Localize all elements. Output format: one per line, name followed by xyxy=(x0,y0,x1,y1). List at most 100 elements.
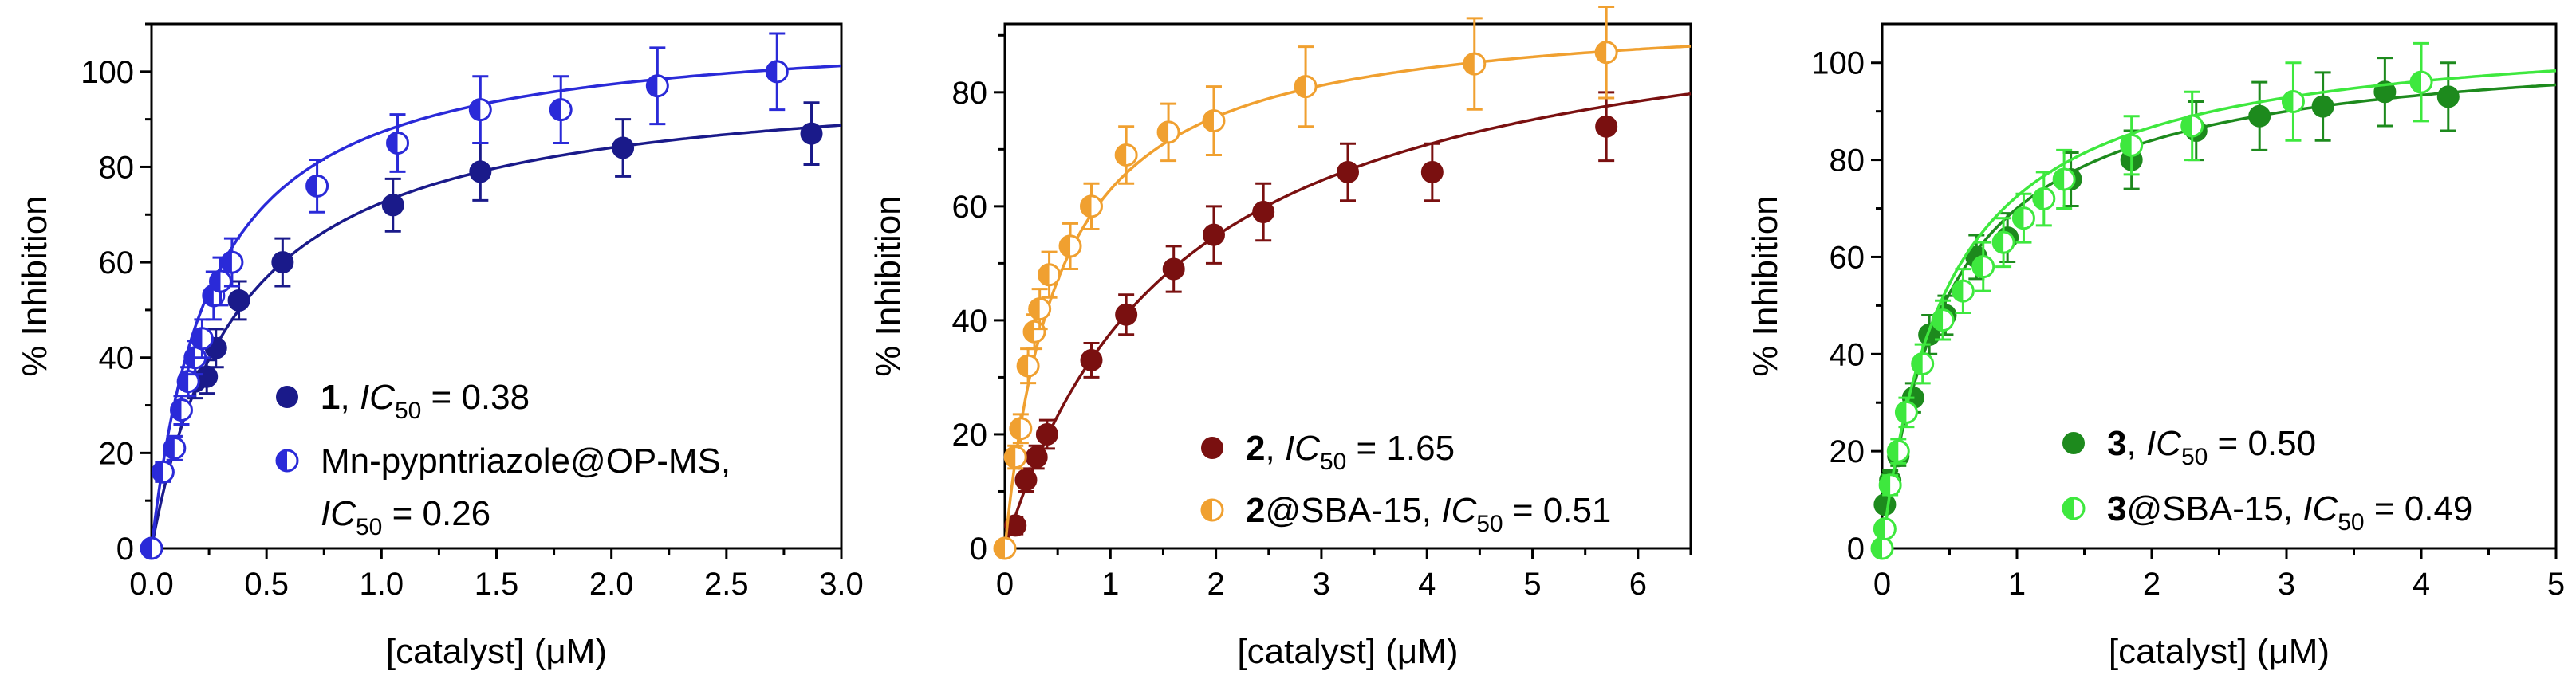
data-point xyxy=(163,436,187,460)
y-axis-title: % Inhibition xyxy=(1746,195,1785,376)
data-point xyxy=(1028,297,1052,321)
data-point xyxy=(1420,160,1444,183)
data-point xyxy=(1009,417,1033,441)
legend-label: 2, IC50 = 1.65 xyxy=(1246,429,1455,475)
legend-label-line2: IC50 = 0.26 xyxy=(321,494,490,540)
data-point xyxy=(645,74,669,98)
series-2@SBA-15 xyxy=(993,6,1692,560)
x-tick-label: 0.5 xyxy=(244,567,289,602)
x-tick-label: 4 xyxy=(2413,567,2430,602)
y-axis-title: % Inhibition xyxy=(869,195,908,376)
data-point xyxy=(1911,351,1935,375)
legend-label: 3, IC50 = 0.50 xyxy=(2107,424,2316,470)
data-point xyxy=(1951,279,1975,303)
x-tick-label: 0.0 xyxy=(129,567,174,602)
y-tick-label: 60 xyxy=(952,190,988,225)
legend-entry-1: 3, IC50 = 0.50 xyxy=(2062,424,2316,470)
x-tick-label: 0 xyxy=(1873,567,1891,602)
data-point xyxy=(2311,95,2334,118)
x-tick-label: 3 xyxy=(2278,567,2295,602)
data-point xyxy=(612,136,635,159)
data-point xyxy=(271,251,294,274)
data-point xyxy=(1873,493,1897,516)
y-tick-label: 0 xyxy=(1847,532,1865,567)
x-tick-label: 2.0 xyxy=(589,567,634,602)
x-tick-label: 6 xyxy=(1629,567,1647,602)
y-tick-label: 40 xyxy=(1830,337,1865,372)
y-tick-label: 0 xyxy=(116,532,134,567)
y-tick-label: 60 xyxy=(1830,240,1865,275)
data-point xyxy=(1931,308,1955,332)
data-point xyxy=(1595,115,1618,138)
plot-frame xyxy=(1003,22,1692,550)
data-point xyxy=(2436,85,2460,108)
legend-entry-2: 3@SBA-15, IC50 = 0.49 xyxy=(2062,489,2472,536)
data-point xyxy=(1014,469,1038,492)
y-tick-label: 80 xyxy=(99,150,135,185)
series-Mn-pypntriazole@OP-MS xyxy=(140,32,842,560)
x-tick-label: 1 xyxy=(1101,567,1119,602)
series-3 xyxy=(1871,57,2557,559)
data-point xyxy=(765,60,789,84)
data-point xyxy=(2011,206,2035,230)
series-2 xyxy=(994,91,1692,559)
data-point xyxy=(2120,133,2144,157)
data-point xyxy=(1058,234,1082,258)
y-tick-label: 60 xyxy=(99,245,135,281)
data-point xyxy=(381,194,404,217)
series-1 xyxy=(140,101,842,559)
data-point xyxy=(549,98,573,122)
legend-entry-2: 2@SBA-15, IC50 = 0.51 xyxy=(1200,491,1611,537)
y-tick-label: 40 xyxy=(952,304,988,339)
x-tick-label: 3.0 xyxy=(819,567,864,602)
data-point xyxy=(1886,439,1910,463)
legend-label: Mn-pypntriazole@OP-MS, xyxy=(321,442,731,481)
data-point xyxy=(176,370,200,394)
data-point xyxy=(1971,255,1995,279)
x-axis-title: [catalyst] (μM) xyxy=(2109,632,2330,671)
data-point xyxy=(2180,114,2204,138)
data-point xyxy=(800,122,823,145)
data-point xyxy=(1878,473,1902,497)
y-axis-title: % Inhibition xyxy=(15,195,54,376)
legend-marker xyxy=(1201,437,1223,459)
fit-curve xyxy=(1003,45,1692,549)
data-point xyxy=(305,174,329,198)
y-tick-label: 80 xyxy=(1830,143,1865,179)
x-tick-label: 0 xyxy=(996,567,1014,602)
data-point xyxy=(1079,194,1103,218)
data-point xyxy=(1202,109,1226,133)
data-point xyxy=(1202,223,1225,246)
data-point xyxy=(1115,303,1138,326)
data-point xyxy=(227,289,250,312)
data-point xyxy=(1252,201,1275,224)
fit-curve xyxy=(1881,69,2557,549)
data-point xyxy=(2409,70,2433,94)
data-point xyxy=(1156,120,1180,144)
y-tick-label: 20 xyxy=(952,418,988,453)
legend-marker xyxy=(2062,432,2085,454)
data-point xyxy=(2052,167,2076,191)
data-point xyxy=(1016,354,1040,378)
data-point xyxy=(1003,446,1027,469)
data-point xyxy=(1162,257,1185,281)
data-point xyxy=(993,536,1017,560)
y-tick-label: 40 xyxy=(99,341,135,376)
legend-entry-2: Mn-pypntriazole@OP-MS, IC50 = 0.26 xyxy=(275,442,731,540)
legend-marker xyxy=(276,386,298,408)
data-point xyxy=(1894,400,1918,424)
data-point xyxy=(220,250,244,274)
x-tick-label: 4 xyxy=(1418,567,1436,602)
x-tick-label: 5 xyxy=(2547,567,2565,602)
y-tick-label: 100 xyxy=(81,55,134,90)
legend-marker xyxy=(1200,498,1224,522)
y-tick-label: 0 xyxy=(970,532,987,567)
data-point xyxy=(1594,41,1618,65)
data-point xyxy=(1004,514,1027,537)
legend-entry-1: 2, IC50 = 1.65 xyxy=(1201,429,1455,475)
data-point xyxy=(2248,104,2271,128)
fit-curve xyxy=(150,64,842,549)
fit-curve xyxy=(1881,83,2557,549)
x-tick-label: 1.5 xyxy=(475,567,519,602)
